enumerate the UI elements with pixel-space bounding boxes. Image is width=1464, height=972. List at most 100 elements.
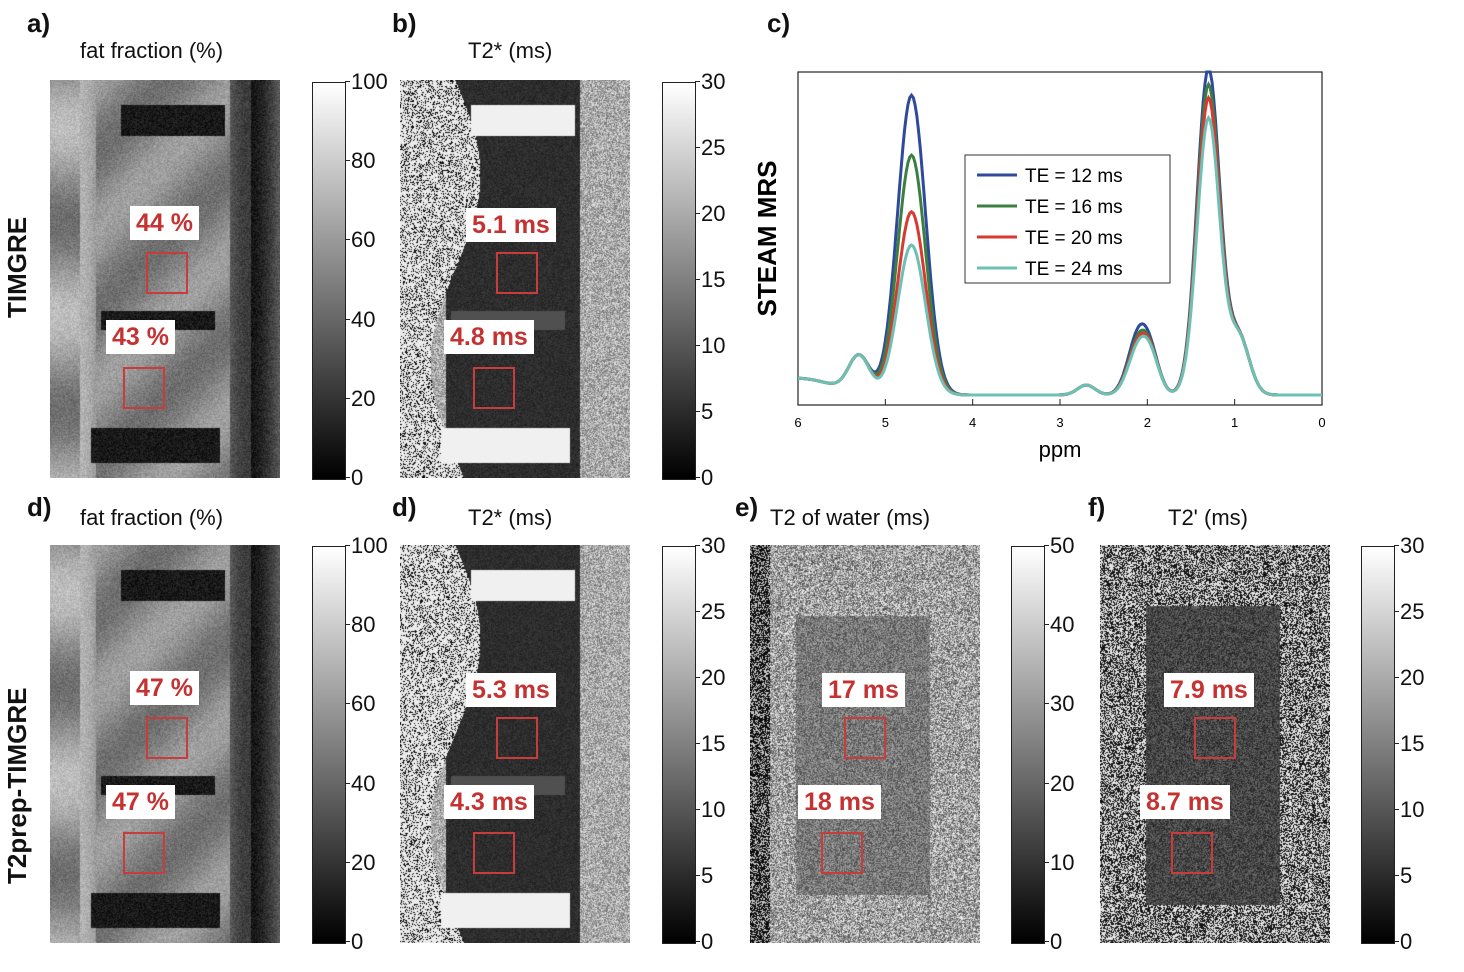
roi-value-label: 8.7 ms (1140, 785, 1230, 819)
roi-value-label: 4.3 ms (444, 785, 534, 819)
panel-f-colorbar (1361, 546, 1395, 944)
colorbar-tick-label: 30 (701, 69, 726, 94)
roi-box (146, 717, 188, 759)
colorbar-tick-label: 100 (351, 69, 388, 94)
colorbar-tick-mark (1394, 743, 1399, 744)
colorbar-tick-mark (345, 861, 350, 863)
panel-d2-title: T2* (ms) (468, 505, 553, 530)
colorbar-tick-label: 15 (701, 267, 726, 292)
colorbar-tick-mark (695, 477, 700, 478)
colorbar-tick-mark (345, 160, 350, 162)
colorbar-tick-mark (695, 81, 700, 82)
y-axis-label: STEAM MRS (752, 161, 782, 317)
panel-c-label: c) (767, 8, 791, 38)
colorbar-tick-label: 20 (701, 201, 726, 226)
panel-d2-label: d) (392, 492, 417, 522)
roi-box (123, 832, 165, 874)
row-label-top: TIMGRE (2, 216, 32, 318)
colorbar-tick-mark (345, 703, 350, 705)
colorbar-tick-mark (345, 477, 350, 478)
mri-map-canvas (400, 545, 630, 943)
panel-d1-colorbar (312, 546, 346, 944)
colorbar-tick-mark (695, 147, 700, 148)
colorbar-tick-mark (1394, 611, 1399, 612)
colorbar-tick-mark (345, 239, 350, 241)
roi-value-label: 47 % (130, 671, 199, 705)
roi-box (496, 717, 538, 759)
legend-entry: TE = 20 ms (1025, 228, 1123, 249)
colorbar-tick-label: 40 (351, 770, 376, 796)
colorbar-tick-label: 50 (1050, 533, 1075, 558)
roi-value-label: 43 % (106, 320, 175, 354)
colorbar-tick-mark (695, 545, 700, 546)
colorbar-tick-label: 60 (351, 227, 376, 253)
colorbar-tick-label: 25 (701, 135, 726, 160)
roi-box (473, 367, 515, 409)
colorbar-tick-label: 25 (1400, 599, 1425, 624)
panel-d2-image: 5.3 ms 4.3 ms (400, 545, 630, 943)
panel-a-colorbar (312, 82, 346, 480)
colorbar-tick-label: 5 (1400, 863, 1413, 888)
colorbar-tick-mark (345, 941, 350, 942)
colorbar-tick-label: 15 (701, 731, 726, 756)
roi-value-label: 17 ms (822, 673, 905, 707)
panel-a-title: fat fraction (%) (80, 38, 224, 63)
x-tick-label: 6 (794, 415, 801, 430)
panel-e-title: T2 of water (ms) (770, 505, 931, 530)
legend-entry: TE = 16 ms (1025, 197, 1123, 218)
roi-box (146, 252, 188, 294)
panel-b-image: 5.1 ms 4.8 ms (400, 80, 630, 478)
spectrum-chart: 6 5 4 3 2 1 0 ppm STEAM MRS TE = 12 ms TE = 16 ms T… (752, 70, 1326, 462)
row-label-bottom: T2prep-TIMGRE (2, 687, 32, 884)
panel-e-image: 17 ms 18 ms (750, 545, 980, 943)
colorbar-tick-label: 100 (351, 533, 388, 558)
colorbar-tick-label: 40 (351, 306, 376, 332)
colorbar-tick-label: 20 (1050, 770, 1075, 796)
colorbar-tick-mark (695, 677, 700, 678)
spectrum-line-4 (798, 114, 1322, 397)
roi-value-label: 5.3 ms (466, 673, 556, 707)
roi-value-label: 47 % (106, 785, 175, 819)
x-tick-label: 4 (969, 415, 976, 430)
colorbar-tick-label: 60 (351, 691, 376, 717)
colorbar-tick-mark (695, 279, 700, 280)
colorbar-tick-mark (695, 345, 700, 346)
colorbar-tick-label: 80 (351, 148, 376, 174)
colorbar-tick-label: 0 (351, 465, 364, 490)
colorbar-tick-label: 0 (701, 929, 714, 954)
colorbar-tick-label: 10 (701, 333, 726, 358)
colorbar-tick-mark (1044, 703, 1049, 705)
mri-map-canvas (400, 80, 630, 478)
x-axis-label: ppm (1039, 437, 1082, 462)
panel-d1-image: 47 % 47 % (50, 545, 280, 943)
colorbar-tick-mark (695, 213, 700, 214)
roi-value-label: 44 % (130, 206, 199, 240)
colorbar-tick-label: 20 (701, 665, 726, 690)
colorbar-tick-mark (1394, 875, 1399, 876)
colorbar-tick-label: 10 (701, 797, 726, 822)
mri-map-canvas (1100, 545, 1330, 943)
panel-a-image: 44 % 43 % (50, 80, 280, 478)
x-tick-label: 2 (1144, 415, 1151, 430)
colorbar-tick-mark (345, 782, 350, 784)
colorbar-tick-label: 25 (701, 599, 726, 624)
colorbar-tick-label: 0 (1050, 929, 1063, 954)
roi-value-label: 4.8 ms (444, 320, 534, 354)
colorbar-tick-label: 30 (1050, 691, 1075, 717)
colorbar-tick-mark (695, 611, 700, 612)
colorbar-tick-mark (1044, 861, 1049, 863)
panel-f-label: f) (1088, 492, 1106, 522)
x-tick-label: 3 (1056, 415, 1063, 430)
mri-map-canvas (50, 545, 280, 943)
colorbar-tick-mark (1044, 782, 1049, 784)
colorbar-tick-label: 0 (1400, 929, 1413, 954)
colorbar-tick-mark (1394, 545, 1399, 546)
colorbar-tick-label: 20 (1400, 665, 1425, 690)
roi-box (1194, 717, 1236, 759)
colorbar-tick-label: 10 (1400, 797, 1425, 822)
mri-map-canvas (50, 80, 280, 478)
colorbar-tick-mark (345, 397, 350, 399)
colorbar-tick-label: 80 (351, 612, 376, 638)
colorbar-tick-mark (695, 875, 700, 876)
colorbar-tick-mark (1044, 545, 1049, 546)
